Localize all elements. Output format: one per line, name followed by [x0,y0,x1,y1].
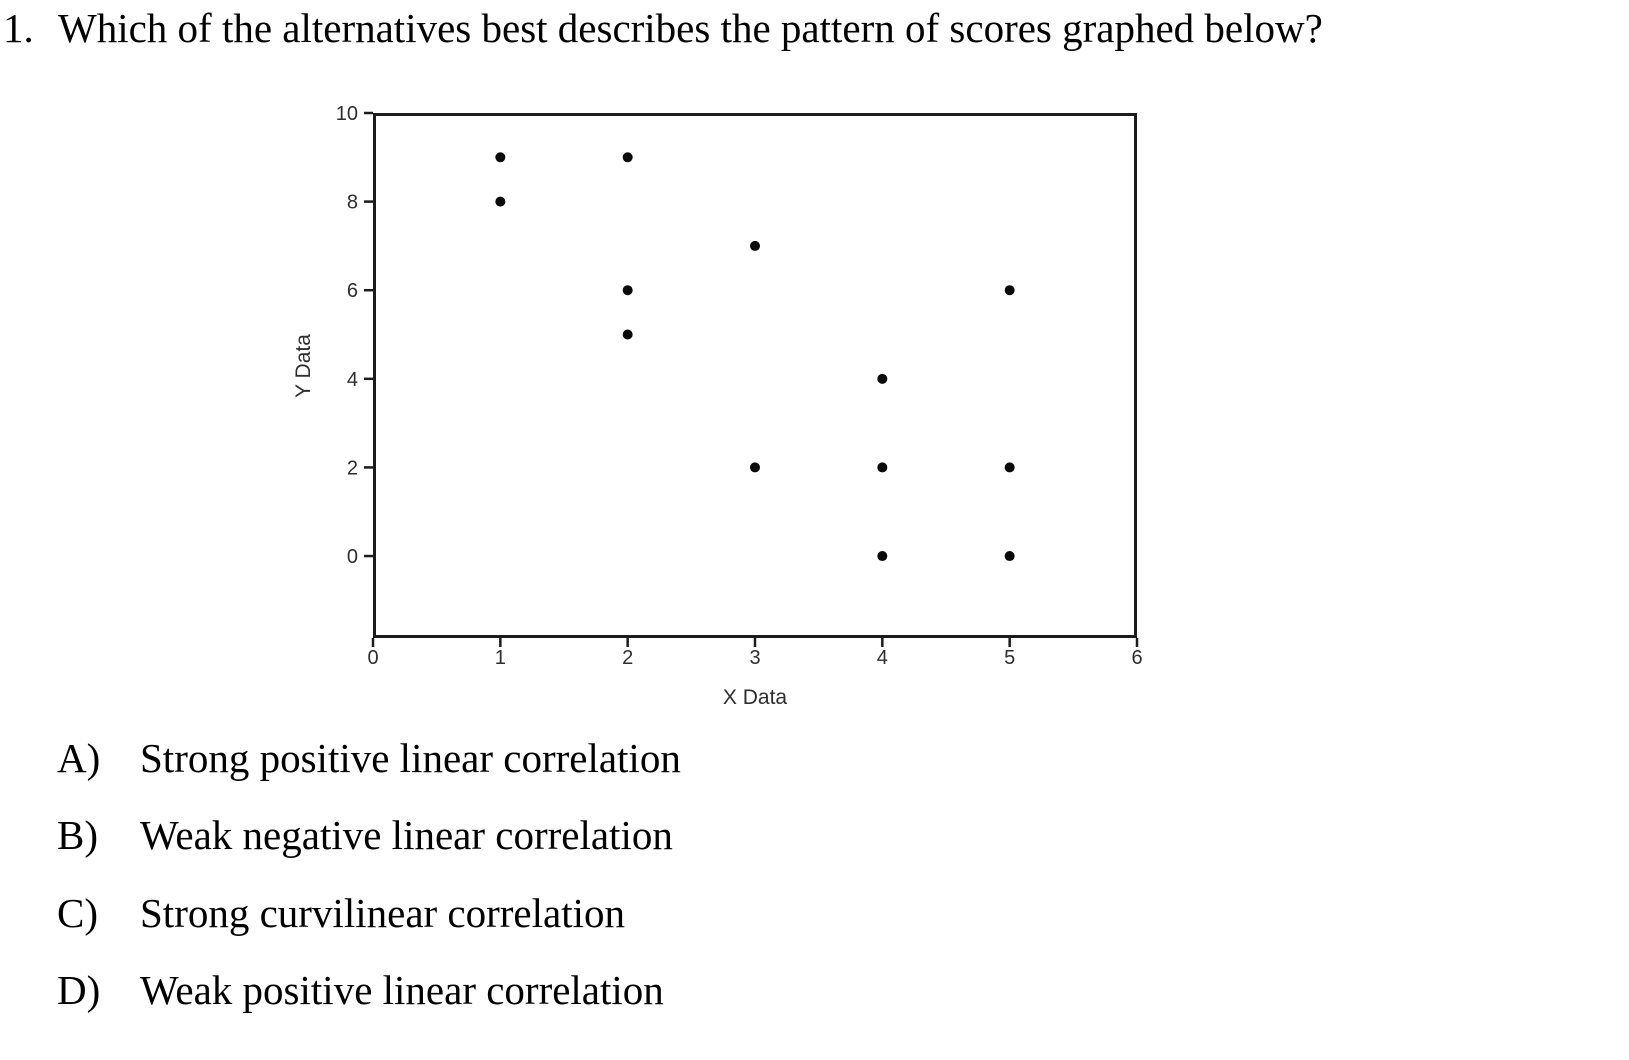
y-tick-label: 10 [336,103,358,125]
x-tick-label: 5 [1004,647,1015,669]
data-point [622,152,633,163]
data-point [750,462,760,473]
option-c-letter: C) [57,890,98,936]
option-d-text: Weak positive linear correlation [140,967,664,1013]
option-row-a: A) Strong positive linear correlation [0,735,1629,791]
option-row-d: D) Weak positive linear correlation [0,967,1629,1023]
question-number: 1. [3,5,34,51]
data-point [495,196,506,207]
option-d-letter: D) [57,967,101,1013]
x-axis-label: X Data [722,686,788,709]
option-row-b: B) Weak negative linear correlation [0,812,1629,868]
data-point [877,462,888,473]
option-c-text: Strong curvilinear correlation [140,890,625,936]
data-point [877,551,888,562]
option-b-letter: B) [57,812,98,858]
x-tick-label: 1 [495,647,506,669]
data-point [495,152,506,163]
y-tick-label: 8 [347,192,358,214]
data-point [1004,462,1015,473]
y-tick-label: 6 [347,280,358,302]
option-a-text: Strong positive linear correlation [140,735,681,781]
option-b-text: Weak negative linear correlation [140,812,673,858]
data-point [622,285,633,296]
data-point [622,329,633,340]
y-tick-label: 0 [347,546,358,568]
x-tick-label: 3 [749,647,760,669]
x-tick-label: 2 [622,647,633,669]
option-a-letter: A) [57,735,101,781]
option-row-c: C) Strong curvilinear correlation [0,890,1629,946]
y-tick-label: 2 [347,457,358,479]
x-tick-label: 0 [367,647,378,669]
y-axis-label: Y Data [292,334,315,398]
question-text: Which of the alternatives best describes… [58,5,1323,51]
plot-border [373,113,1137,638]
y-tick-label: 4 [347,369,358,391]
scatter-plot-area: 0 1 2 3 4 5 6 0 2 4 6 8 10 [336,103,1143,669]
data-point [750,240,760,251]
data-point [1004,551,1015,562]
data-point [877,373,888,384]
data-point [1004,285,1015,296]
x-tick-label: 4 [877,647,888,669]
x-tick-label: 6 [1131,647,1142,669]
